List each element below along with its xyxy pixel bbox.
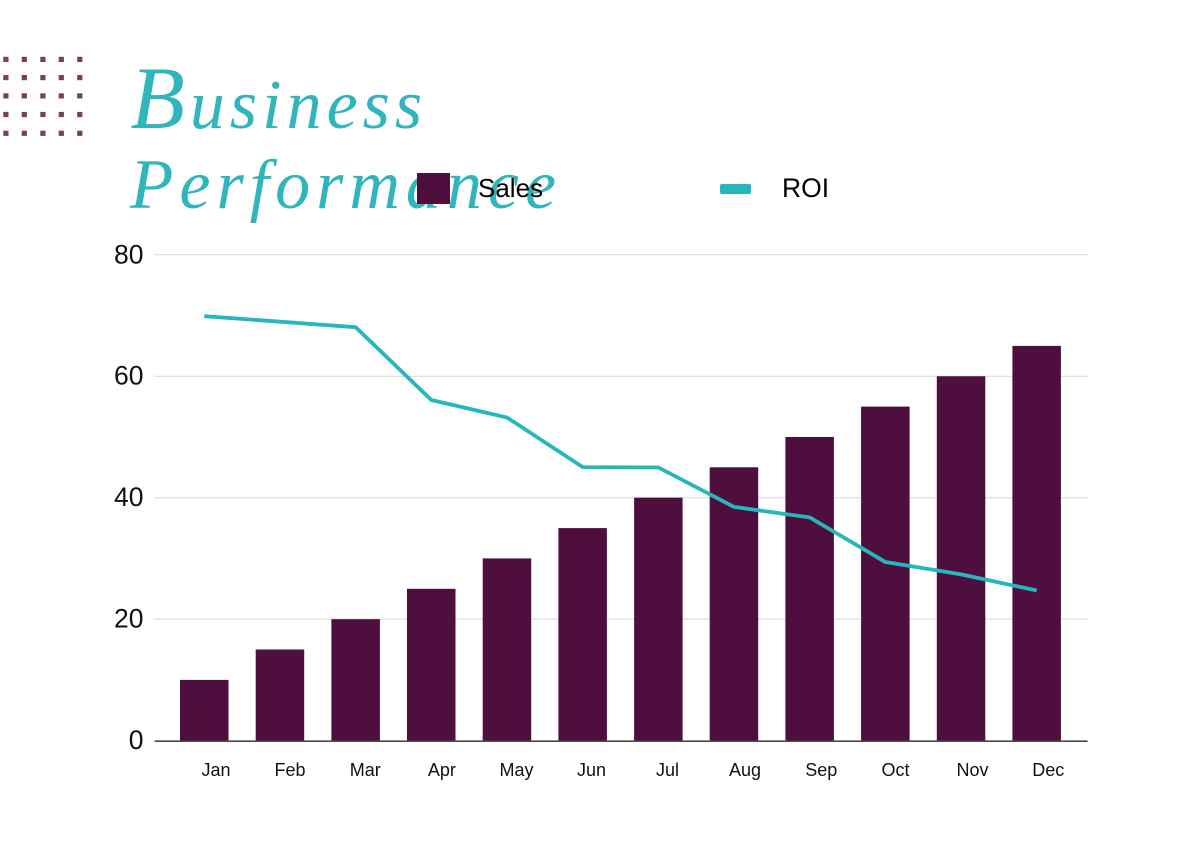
svg-text:Aug: Aug xyxy=(729,760,761,780)
svg-text:Dec: Dec xyxy=(1032,760,1064,780)
svg-text:40: 40 xyxy=(114,482,143,512)
svg-text:Feb: Feb xyxy=(274,760,305,780)
svg-text:Jan: Jan xyxy=(201,760,230,780)
svg-text:May: May xyxy=(499,760,533,780)
svg-text:60: 60 xyxy=(114,361,143,391)
svg-text:Jul: Jul xyxy=(656,760,679,780)
svg-text:Jun: Jun xyxy=(577,760,606,780)
svg-text:Oct: Oct xyxy=(881,760,909,780)
svg-text:0: 0 xyxy=(129,725,144,755)
svg-text:80: 80 xyxy=(114,239,143,269)
svg-text:Apr: Apr xyxy=(428,760,456,780)
svg-text:Nov: Nov xyxy=(956,760,988,780)
svg-text:20: 20 xyxy=(114,604,143,634)
svg-text:Sep: Sep xyxy=(805,760,837,780)
svg-text:Mar: Mar xyxy=(350,760,381,780)
